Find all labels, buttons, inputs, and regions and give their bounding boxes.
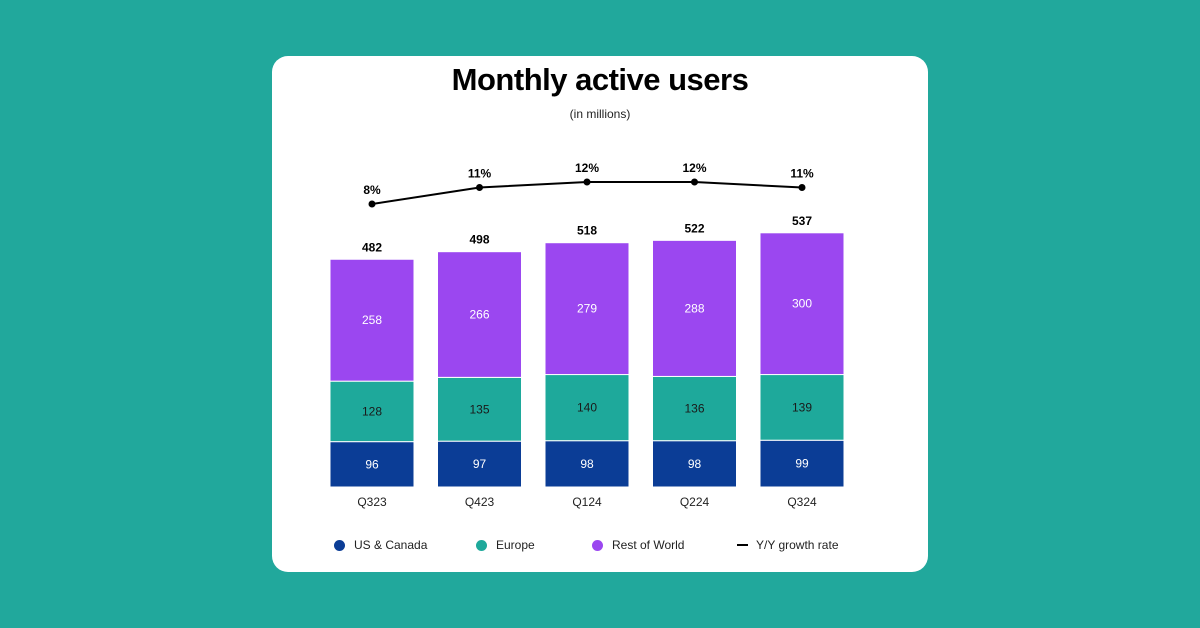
bar-segment-rest-of-world-q324 (759, 232, 845, 376)
bar-total-label: 522 (684, 221, 704, 235)
bar-value-label: 136 (684, 402, 704, 416)
legend-label-europe: Europe (496, 538, 535, 552)
bar-total-label: 482 (362, 240, 382, 254)
bar-value-label: 266 (469, 308, 489, 322)
growth-rate-point (583, 178, 591, 186)
bar-value-label: 99 (795, 457, 809, 471)
legend-label-rest-of-world: Rest of World (612, 538, 685, 552)
bar-segment-europe-q324 (759, 374, 845, 441)
legend: US & Canada Europe Rest of World Y/Y gro… (272, 538, 928, 558)
category-tick-label: Q323 (357, 495, 387, 509)
growth-rate-label: 8% (363, 183, 381, 197)
category-tick-label: Q324 (787, 495, 817, 509)
bar-segment-us-canada-q324 (759, 439, 845, 488)
bar-value-label: 288 (684, 301, 704, 315)
category-tick-label: Q224 (680, 495, 710, 509)
bar-value-label: 279 (577, 302, 597, 316)
growth-rate-label: 11% (468, 167, 492, 181)
bar-segment-us-canada-q224 (652, 440, 737, 488)
bar-value-label: 258 (362, 313, 382, 327)
growth-rate-label: 12% (575, 161, 599, 175)
bar-segment-rest-of-world-q224 (652, 239, 737, 377)
growth-rate-point (798, 184, 806, 191)
bar-value-label: 98 (688, 457, 702, 471)
europe-swatch-icon (476, 539, 487, 551)
us-canada-swatch-icon (334, 539, 345, 551)
chart-subtitle: (in millions) (569, 107, 631, 121)
legend-label-us-canada: US & Canada (354, 538, 428, 552)
growth-rate-label: 12% (682, 161, 706, 175)
bar-value-label: 300 (792, 297, 812, 311)
bar-segment-europe-q423 (437, 376, 522, 442)
bar-segment-rest-of-world-q124 (544, 242, 630, 376)
legend-label-growth: Y/Y growth rate (756, 538, 839, 552)
bar-segment-rest-of-world-q423 (437, 251, 522, 378)
bar-segment-europe-q224 (652, 375, 737, 442)
stacked-bar-chart: 96 128 258 482 Q323 97 135 266 498 Q423 98 140 279 51… (329, 161, 845, 509)
bar-value-label: 97 (473, 457, 487, 471)
category-tick-label: Q423 (465, 495, 495, 509)
bar-value-label: 98 (580, 457, 594, 471)
rest-of-world-swatch-icon (592, 539, 603, 551)
growth-rate-point (368, 200, 376, 208)
chart-card: Monthly active users (in millions) 96 128… (272, 56, 928, 572)
legend-item-europe: Europe (476, 538, 535, 552)
bar-total-label: 537 (792, 214, 812, 228)
growth-rate-label: 11% (790, 167, 814, 181)
bar-value-label: 139 (792, 400, 812, 414)
bar-segment-rest-of-world-q323 (329, 258, 415, 382)
bar-segment-us-canada-q124 (544, 440, 630, 488)
bar-total-label: 498 (469, 233, 489, 247)
bar-segment-europe-q323 (329, 380, 415, 443)
growth-rate-point (691, 178, 698, 186)
bar-value-label: 128 (362, 404, 382, 418)
legend-item-growth: Y/Y growth rate (737, 538, 839, 552)
bar-value-label: 140 (577, 401, 597, 415)
bar-value-label: 96 (365, 457, 379, 471)
category-tick-label: Q124 (572, 495, 602, 509)
bar-value-label: 135 (469, 402, 489, 416)
chart-title: Monthly active users (451, 62, 749, 97)
legend-item-rest-of-world: Rest of World (592, 538, 684, 552)
bar-total-label: 518 (577, 224, 597, 238)
growth-rate-point (476, 184, 483, 191)
bar-segment-us-canada-q323 (329, 441, 415, 488)
legend-item-us-canada: US & Canada (334, 538, 427, 552)
growth-line-swatch-icon (737, 544, 748, 546)
